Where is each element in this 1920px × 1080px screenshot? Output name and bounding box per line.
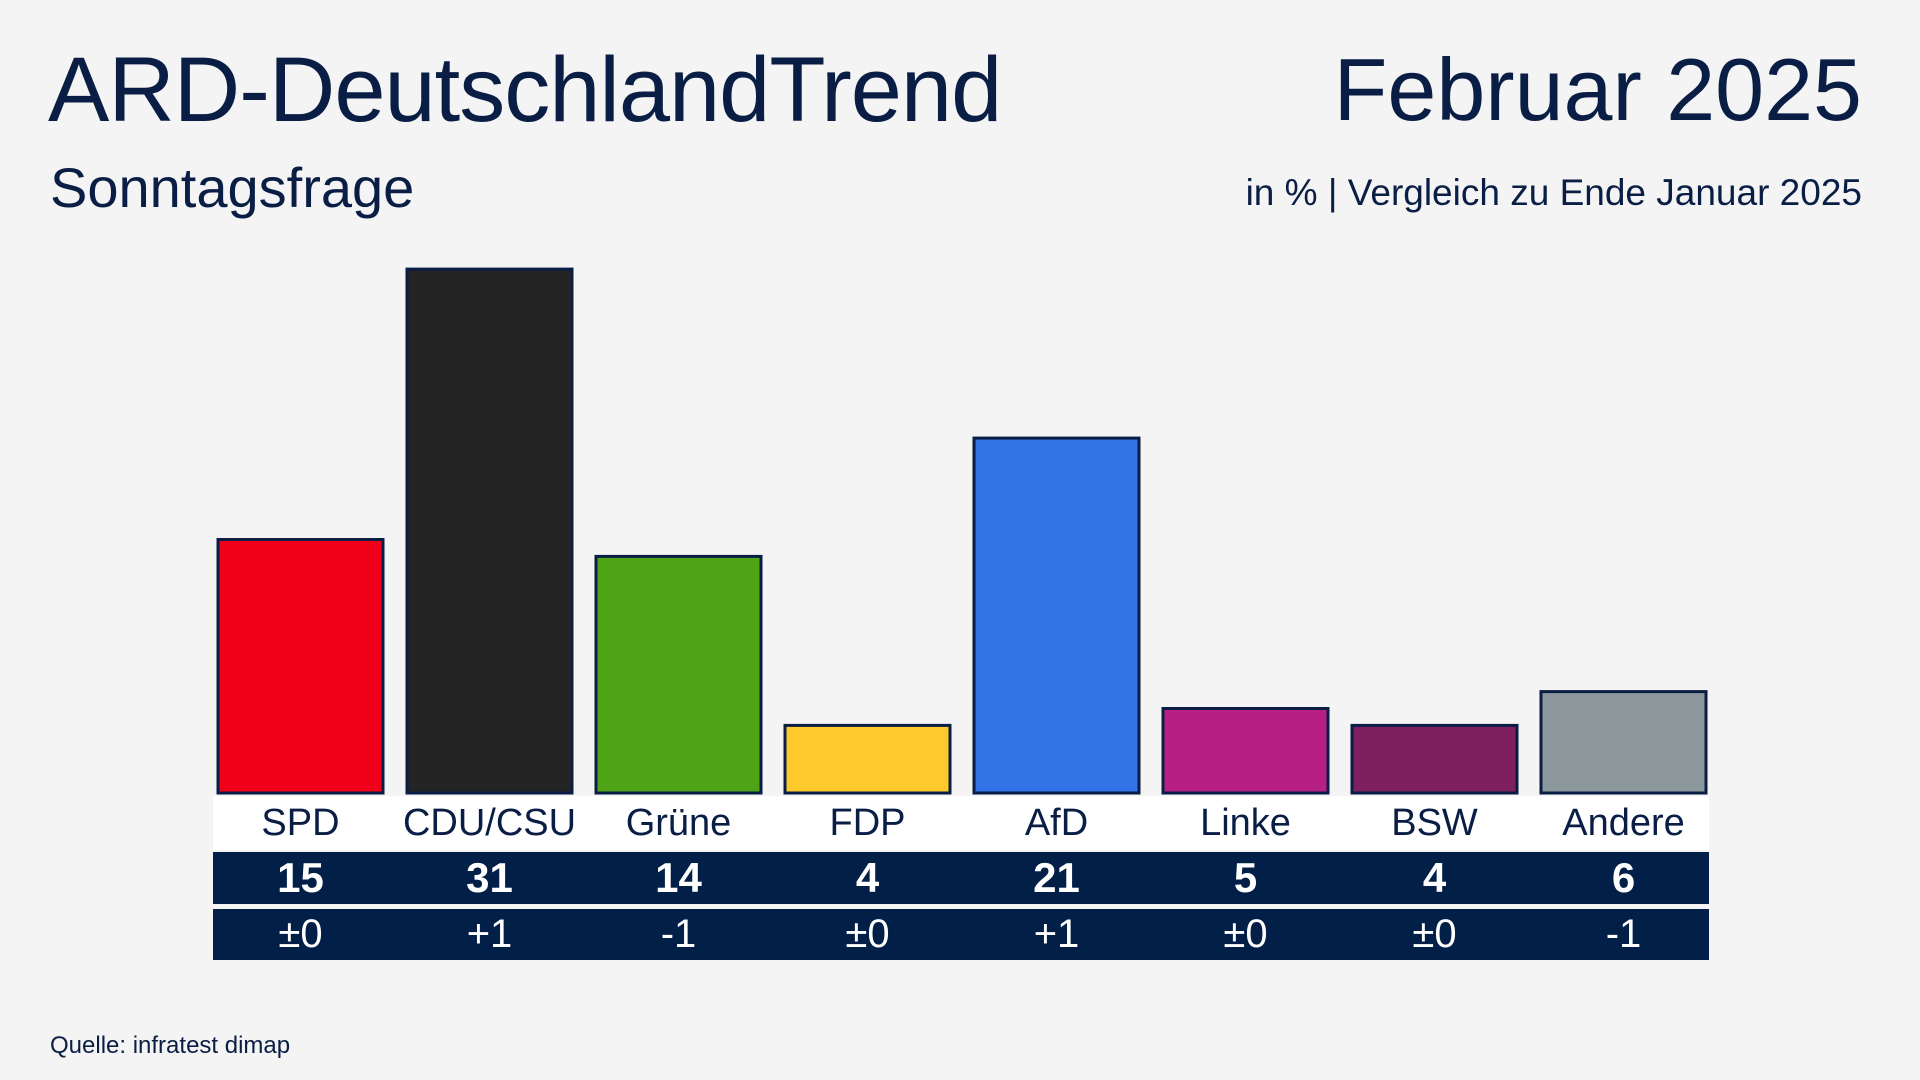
change-label: +1 [1033,912,1080,956]
party-label: Linke [1200,802,1291,844]
change-label: +1 [466,912,513,956]
change-label: -1 [1605,912,1642,956]
value-label: 6 [1611,854,1636,901]
chart-subtitle: Sonntagsfrage [50,156,415,219]
change-row [213,909,1709,960]
value-label: 14 [655,854,702,901]
party-label-row [213,796,1709,850]
change-label: ±0 [278,912,323,956]
party-label: Andere [1562,802,1685,844]
change-label: ±0 [845,912,890,956]
source-note: Quelle: infratest dimap [50,1032,291,1059]
party-label: BSW [1391,802,1478,844]
chart-title: ARD-DeutschlandTrend [48,39,1002,141]
bar-grüne [594,554,763,795]
value-label: 5 [1233,854,1258,901]
value-label: 4 [855,854,880,901]
poll-date: Februar 2025 [1333,40,1862,139]
value-label: 15 [277,854,324,901]
bar-cducsu [405,267,574,795]
bar-spd [216,538,385,795]
party-label: Grüne [625,802,732,844]
bar-fdp [783,723,952,795]
value-label: 21 [1033,854,1080,901]
party-label: AfD [1024,802,1089,844]
change-label: ±0 [1412,912,1457,956]
party-label: FDP [829,802,906,844]
value-label: 4 [1422,854,1447,901]
change-label: -1 [660,912,697,956]
party-label: SPD [261,802,340,844]
party-label: CDU/CSU [402,802,577,844]
change-label: ±0 [1223,912,1268,956]
bar-linke [1161,707,1330,795]
bar-andere [1539,690,1708,795]
value-label: 31 [466,854,513,901]
value-row [213,852,1709,904]
unit-comparison-note: in % | Vergleich zu Ende Januar 2025 [1245,172,1862,213]
bar-afd [972,436,1141,795]
bar-bsw [1350,723,1519,795]
